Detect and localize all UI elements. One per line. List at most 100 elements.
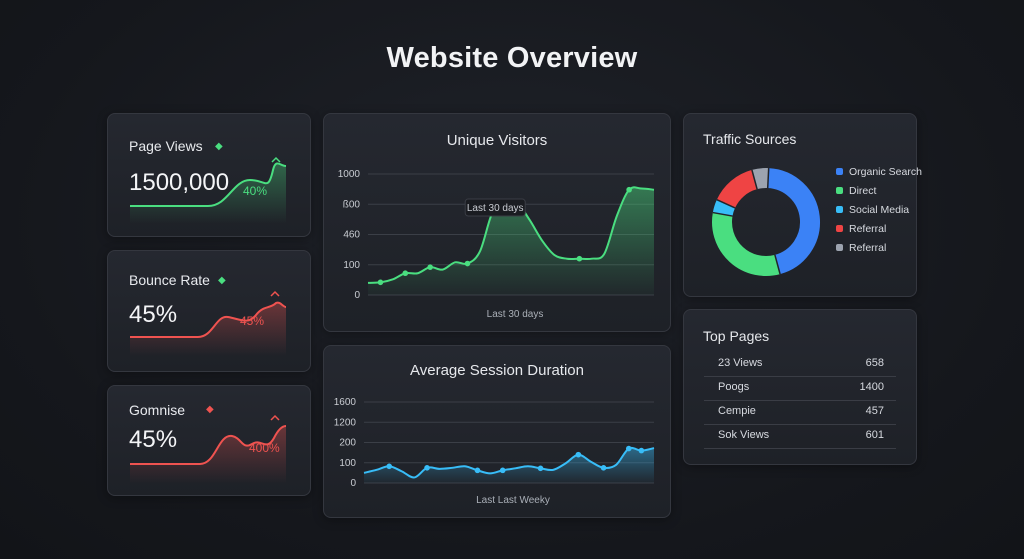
y-tick-label: 100 (343, 260, 360, 271)
data-point (638, 447, 645, 454)
slice-separator (774, 254, 781, 275)
top-pages-title: Top Pages (703, 328, 770, 344)
slice-separator (751, 169, 758, 190)
kpi-value: 45% (129, 426, 178, 453)
pie-slice (767, 168, 820, 275)
kpi-card-page-views[interactable]: Page Views ◆ 1500,000 40% (107, 113, 311, 237)
page-value: 601 (865, 429, 884, 441)
table-row[interactable]: Sok Views 601 (704, 424, 896, 449)
page-name: 23 Views (718, 357, 763, 369)
data-point (576, 255, 583, 262)
trend-up-icon: ◆ (218, 275, 226, 286)
legend-label: Direct (849, 184, 877, 197)
page-name: Poogs (718, 381, 750, 393)
data-point (600, 465, 607, 471)
traffic-sources-donut (712, 168, 820, 276)
trend-down-icon: ◆ (206, 404, 214, 415)
chart-title: Unique Visitors (446, 132, 548, 149)
unique-visitors-chart: 0 100 460 ß00 1000 Last 30 days Last 30 days (338, 169, 655, 320)
page-name: Cempie (718, 405, 756, 417)
legend-swatch (836, 225, 843, 232)
trend-up-icon: ◆ (215, 141, 223, 152)
unique-visitors-card[interactable]: Unique Visitors 0 100 460 ß00 1000 Last 30 da… (323, 113, 671, 332)
kpi-label: Gomnise (129, 402, 186, 418)
data-point (427, 264, 433, 270)
traffic-sources-card[interactable]: Traffic Sources Organic Search Direct Soci… (683, 113, 922, 297)
y-tick-label: 200 (339, 438, 356, 449)
legend-item[interactable]: Referral (836, 219, 922, 238)
y-tick-label: 1000 (338, 169, 361, 180)
kpi-card-gomnise[interactable]: Gomnise ◆ 45% 400% (107, 385, 311, 496)
data-point (575, 451, 582, 458)
data-point (377, 279, 384, 286)
legend-swatch (836, 187, 843, 194)
data-point (474, 467, 481, 474)
series-area (368, 187, 654, 295)
chart-title: Traffic Sources (703, 131, 797, 147)
legend-swatch (836, 168, 843, 175)
session-duration-chart: 0 100 200 1200 1600 Last Last Weeky (334, 397, 655, 506)
kpi-value: 45% (129, 301, 178, 328)
legend-label: Referral (849, 241, 887, 254)
kpi-label: Page Views (129, 138, 203, 154)
page-value: 457 (865, 405, 884, 417)
legend-swatch (836, 244, 843, 251)
page-name: Sok Views (718, 429, 770, 441)
legend-label: Organic Search (849, 165, 922, 178)
sparkline (130, 156, 287, 224)
kpi-change: 40% (243, 184, 268, 198)
tooltip-box (464, 198, 526, 217)
series-area (364, 447, 654, 483)
legend-item[interactable]: Referral (836, 238, 922, 257)
chart-footer: Last 30 days (487, 309, 544, 320)
data-point (402, 270, 409, 277)
y-tick-label: 1600 (334, 397, 357, 408)
legend-label: Referral (849, 222, 887, 235)
chart-title: Average Session Duration (410, 362, 584, 379)
slice-separator (716, 198, 736, 209)
legend-item[interactable]: Organic Search (836, 162, 922, 181)
legend-item[interactable]: Direct (836, 181, 922, 200)
session-duration-card[interactable]: Average Session Duration 0 100 200 1200 1600… (323, 345, 671, 518)
kpi-change: 45% (240, 314, 265, 328)
kpi-label: Bounce Rate (129, 272, 210, 288)
data-point (386, 463, 393, 470)
kpi-value: 1500,000 (129, 169, 230, 196)
y-tick-label: 0 (350, 478, 356, 489)
page-value: 658 (865, 357, 884, 369)
y-tick-label: 0 (354, 290, 360, 301)
slice-separator (712, 211, 733, 217)
page-value: 1400 (859, 381, 884, 393)
y-tick-label: 100 (339, 458, 356, 469)
chart-legend: Organic Search Direct Social Media Referral… (836, 162, 922, 257)
data-point (626, 186, 632, 193)
pie-slice (716, 169, 758, 209)
data-point (625, 445, 632, 452)
legend-item[interactable]: Social Media (836, 200, 922, 219)
y-tick-label: 460 (343, 230, 360, 241)
pie-slice (712, 212, 781, 276)
tooltip-label: Last 30 days (467, 203, 524, 214)
top-pages-card[interactable]: Top Pages 23 Views 658 Poogs 1400 Cempie… (683, 309, 917, 465)
pie-slice (712, 199, 736, 217)
sparkline (130, 290, 287, 356)
table-row[interactable]: Cempie 457 (704, 400, 896, 425)
data-point (424, 465, 430, 471)
kpi-change: 400% (249, 441, 280, 455)
kpi-card-bounce-rate[interactable]: Bounce Rate ◆ 45% 45% (107, 250, 311, 372)
chart-tooltip: Last 30 days (464, 198, 526, 217)
y-tick-label: 1200 (334, 417, 357, 428)
table-row[interactable]: 23 Views 658 (704, 352, 896, 377)
data-point (464, 260, 471, 267)
data-point (499, 467, 506, 474)
page-title: Website Overview (386, 42, 638, 74)
y-tick-label: ß00 (343, 199, 361, 210)
legend-swatch (836, 206, 843, 213)
chart-footer: Last Last Weeky (476, 495, 550, 506)
pie-slice (751, 168, 769, 190)
table-row[interactable]: Poogs 1400 (704, 376, 896, 401)
data-point (537, 465, 544, 472)
legend-label: Social Media (849, 203, 910, 216)
sparkline (130, 414, 287, 484)
slice-separator (766, 168, 770, 189)
